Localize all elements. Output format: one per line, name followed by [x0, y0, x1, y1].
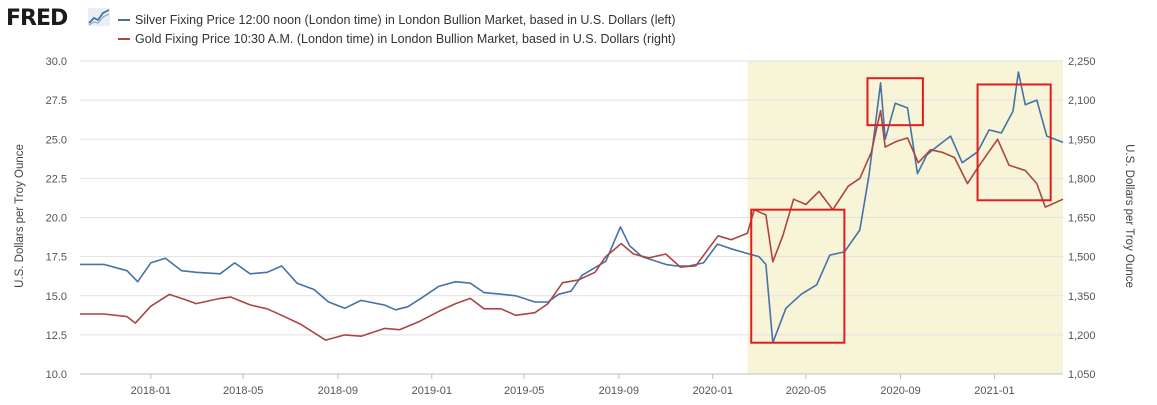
trend-line-icon	[88, 8, 110, 26]
y-tick-label-right: 1,350	[1068, 291, 1096, 303]
gold-price-line	[80, 109, 1064, 341]
y-axis-label-left: U.S. Dollars per Troy Ounce	[14, 144, 26, 288]
y-tick-label-right: 2,250	[1068, 56, 1096, 68]
y-tick-label-left: 10.0	[46, 369, 67, 381]
y-tick-label-left: 27.5	[46, 95, 67, 107]
x-tick-label: 2020-01	[693, 385, 733, 397]
y-tick-label-left: 22.5	[46, 173, 67, 185]
legend-swatch-gold	[118, 37, 130, 40]
y-axis-label-right: U.S. Dollars per Troy Ounce	[1123, 144, 1135, 288]
chart-header: FRED Silver Fixing Price 12:00 noon (Lon…	[0, 0, 1157, 50]
y-tick-label-right: 1,650	[1068, 213, 1096, 225]
x-tick-label: 2018-09	[318, 385, 358, 397]
x-tick-label: 2019-09	[599, 385, 639, 397]
y-tick-label-right: 1,200	[1068, 330, 1096, 342]
y-tick-label-left: 15.0	[46, 291, 67, 303]
legend-label-gold: Gold Fixing Price 10:30 A.M. (London tim…	[135, 31, 676, 46]
y-tick-label-right: 2,100	[1068, 95, 1096, 107]
y-tick-label-left: 17.5	[46, 252, 67, 264]
y-tick-label-right: 1,950	[1068, 134, 1096, 146]
y-tick-label-left: 12.5	[46, 330, 67, 342]
chart-legend: Silver Fixing Price 12:00 noon (London t…	[118, 10, 676, 48]
x-tick-label: 2021-01	[974, 385, 1014, 397]
highlight-box	[866, 77, 924, 127]
x-tick-label: 2019-05	[504, 385, 544, 397]
legend-label-silver: Silver Fixing Price 12:00 noon (London t…	[135, 12, 676, 27]
y-tick-label-right: 1,050	[1068, 369, 1096, 381]
x-tick-label: 2018-01	[131, 385, 171, 397]
legend-item-silver[interactable]: Silver Fixing Price 12:00 noon (London t…	[118, 10, 676, 29]
highlight-box	[976, 83, 1052, 202]
y-tick-label-left: 25.0	[46, 134, 67, 146]
y-tick-label-right: 1,500	[1068, 252, 1096, 264]
fred-logo[interactable]: FRED	[6, 6, 68, 31]
annotation-boxes	[750, 77, 1052, 344]
legend-item-gold[interactable]: Gold Fixing Price 10:30 A.M. (London tim…	[118, 29, 676, 48]
y-tick-label-right: 1,800	[1068, 173, 1096, 185]
series-lines	[80, 71, 1064, 344]
legend-swatch-silver	[118, 18, 130, 21]
x-tick-label: 2020-05	[786, 385, 826, 397]
axes: 10.0 12.5 15.0 17.5 20.0 22.5 25.0 27.5 30.0 1,05…	[46, 56, 1096, 397]
y-tick-label-left: 20.0	[46, 213, 67, 225]
x-tick-label: 2019-01	[412, 385, 452, 397]
y-tick-label-left: 30.0	[46, 56, 67, 68]
x-tick-label: 2020-09	[880, 385, 920, 397]
x-tick-label: 2018-05	[223, 385, 263, 397]
silver-price-line	[80, 71, 1064, 344]
highlight-box	[750, 208, 846, 344]
